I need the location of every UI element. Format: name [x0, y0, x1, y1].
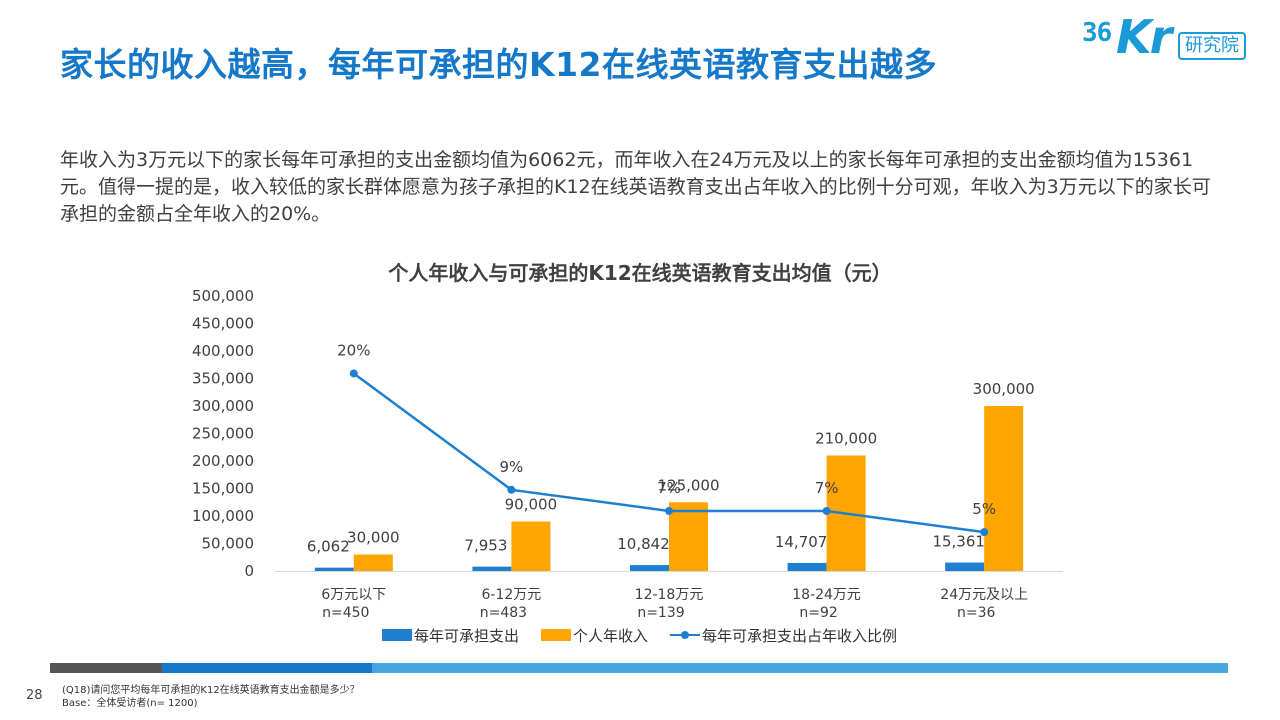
- data-label-expense: 7,953: [464, 537, 507, 555]
- bar-income: [353, 554, 393, 571]
- data-label-income: 125,000: [657, 476, 719, 494]
- data-label-ratio: 20%: [337, 341, 370, 359]
- y-tick-label: 350,000: [192, 370, 254, 388]
- chart-title: 个人年收入与可承担的K12在线英语教育支出均值（元）: [388, 261, 892, 285]
- source-base: Base：全体受访者(n= 1200): [62, 698, 198, 709]
- data-label-income: 300,000: [973, 380, 1035, 398]
- footer-bar-blue: [162, 663, 372, 673]
- source-question: (Q18)请问您平均每年可承担的K12在线英语教育支出金额是多少？: [62, 685, 360, 696]
- x-tick-label: 24万元及以上: [940, 587, 1028, 603]
- legend-swatch-expense: [382, 629, 412, 641]
- legend-label-income: 个人年收入: [573, 626, 649, 645]
- x-sample-size-label: n=450: [322, 605, 369, 621]
- x-sample-size-label: n=36: [957, 605, 996, 621]
- legend-label-expense: 每年可承担支出: [414, 626, 520, 645]
- ratio-point: [980, 528, 989, 537]
- data-label-expense: 15,361: [932, 533, 985, 551]
- bar-income: [669, 502, 708, 571]
- ratio-point: [349, 369, 358, 378]
- legend-swatch-ratio: [670, 629, 701, 641]
- data-label-expense: 14,707: [775, 533, 828, 551]
- y-tick-label: 300,000: [192, 397, 254, 415]
- bar-expense: [787, 562, 827, 571]
- bar-expense: [945, 562, 985, 571]
- logo-brand: Kr: [1116, 10, 1172, 64]
- source-note: (Q18)请问您平均每年可承担的K12在线英语教育支出金额是多少？ Base：全…: [62, 684, 360, 710]
- bar-expense: [630, 565, 669, 571]
- data-label-ratio: 7%: [657, 479, 681, 497]
- data-label-expense: 6,062: [307, 538, 350, 556]
- y-tick-label: 100,000: [192, 507, 254, 525]
- footer-bar-dark: [50, 663, 162, 673]
- y-tick-label: 200,000: [192, 452, 254, 470]
- ratio-point: [665, 506, 673, 515]
- y-tick-label: 150,000: [192, 480, 254, 498]
- x-sample-size-label: n=92: [799, 605, 837, 621]
- bar-expense: [314, 567, 354, 571]
- logo-number: 36: [1082, 18, 1112, 48]
- x-tick-label: 6万元以下: [321, 587, 386, 603]
- page-title: 家长的收入越高，每年可承担的K12在线英语教育支出越多: [60, 45, 937, 84]
- legend-item-income: 个人年收入: [541, 625, 648, 646]
- page-number: 28: [26, 688, 43, 703]
- x-tick-label: 12-18万元: [635, 587, 704, 603]
- ratio-point: [822, 506, 831, 515]
- data-label-income: 90,000: [505, 496, 558, 514]
- legend-item-expense: 每年可承担支出: [382, 625, 519, 646]
- footer-bar-light: [372, 663, 1228, 673]
- x-sample-size-label: n=139: [637, 605, 684, 621]
- x-sample-size-label: n=483: [480, 605, 527, 621]
- legend-item-ratio: 每年可承担支出占年收入比例: [670, 625, 897, 646]
- y-tick-label: 500,000: [192, 287, 254, 305]
- ratio-point: [507, 485, 516, 494]
- data-label-ratio: 9%: [500, 458, 524, 476]
- y-tick-label: 450,000: [192, 315, 254, 333]
- y-tick-label: 0: [244, 562, 254, 580]
- x-tick-label: 18-24万元: [792, 587, 861, 603]
- legend-swatch-income: [541, 629, 572, 641]
- legend-label-ratio: 每年可承担支出占年收入比例: [702, 626, 898, 645]
- data-label-expense: 10,842: [617, 535, 670, 553]
- bar-income: [511, 521, 551, 571]
- data-label-ratio: 5%: [972, 500, 996, 518]
- x-tick-label: 6-12万元: [482, 587, 542, 603]
- y-tick-label: 50,000: [202, 535, 255, 553]
- logo-tag: 研究院: [1178, 32, 1246, 60]
- brand-logo: 36 Kr 研究院: [1082, 10, 1262, 66]
- data-label-income: 210,000: [815, 430, 877, 448]
- summary-text: 年收入为3万元以下的家长每年可承担的支出金额均值为6062元，而年收入在24万元…: [60, 149, 1211, 225]
- y-tick-label: 400,000: [192, 342, 254, 360]
- y-tick-label: 250,000: [192, 425, 254, 443]
- data-label-income: 30,000: [347, 529, 400, 547]
- chart-legend: 每年可承担支出 个人年收入 每年可承担支出占年收入比例: [382, 624, 919, 646]
- data-label-ratio: 7%: [815, 479, 839, 497]
- bar-expense: [472, 566, 512, 571]
- bar-income: [984, 406, 1024, 571]
